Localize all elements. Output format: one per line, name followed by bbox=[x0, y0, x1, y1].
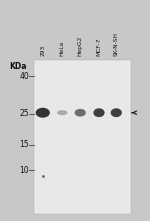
Ellipse shape bbox=[75, 109, 86, 117]
Text: 40: 40 bbox=[20, 72, 29, 81]
Text: MCF-7: MCF-7 bbox=[96, 38, 102, 56]
Ellipse shape bbox=[36, 108, 50, 118]
Text: 293: 293 bbox=[40, 45, 45, 56]
Ellipse shape bbox=[57, 110, 68, 115]
Text: 15: 15 bbox=[20, 140, 29, 149]
Ellipse shape bbox=[111, 108, 122, 117]
Text: HeLa: HeLa bbox=[60, 41, 65, 56]
Bar bbox=[34, 60, 131, 214]
Text: 10: 10 bbox=[20, 166, 29, 175]
Text: HepG2: HepG2 bbox=[78, 36, 83, 56]
Text: 25: 25 bbox=[20, 109, 29, 118]
Ellipse shape bbox=[93, 108, 105, 117]
Text: SK-N-SH: SK-N-SH bbox=[114, 32, 119, 56]
Text: KDa: KDa bbox=[9, 62, 27, 71]
